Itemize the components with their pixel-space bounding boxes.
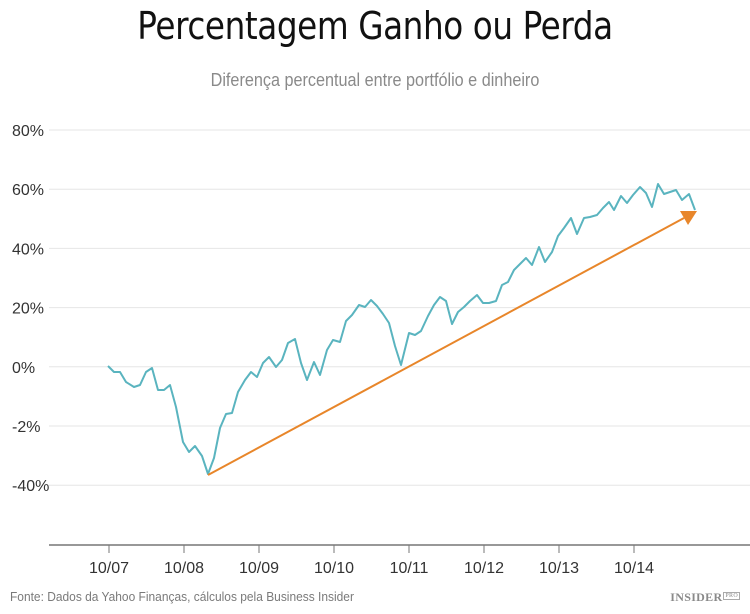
arrowhead-icon [680,211,697,225]
brand-badge: PRO [723,592,740,600]
x-tick-label: 10/14 [614,560,654,577]
source-note: Fonte: Dados da Yahoo Finanças, cálculos… [10,589,354,604]
brand-name: INSIDER [670,590,723,604]
x-tick-label: 10/12 [464,560,504,577]
data-line [107,183,696,475]
chart-title: Percentagem Ganho ou Perda [137,4,613,48]
x-tick-label: 10/09 [239,560,279,577]
y-tick-label: 0% [12,360,35,377]
chart-subtitle: Diferença percentual entre portfólio e d… [210,70,540,90]
trend-arrow [207,211,697,476]
y-tick-label: 20% [12,301,44,318]
y-axis-labels: 80% 60% 40% 20% 0% -2% -40% [12,123,49,495]
y-tick-label: -2% [12,419,40,436]
x-tick-label: 10/13 [539,560,579,577]
y-tick-label: 60% [12,182,44,199]
gridlines [49,129,750,486]
y-tick-label: -40% [12,478,49,495]
y-tick-label: 40% [12,241,44,258]
x-tick-label: 10/10 [314,560,354,577]
x-tick-label: 10/08 [164,560,204,577]
y-tick-label: 80% [12,123,44,140]
x-tick-label: 10/07 [89,560,129,577]
brand-logo: INSIDER PRO [670,590,740,605]
x-tick-label: 10/11 [390,560,429,577]
x-axis-ticks: 10/07 10/08 10/09 10/10 10/11 10/12 10/13 10/14 [89,545,654,577]
